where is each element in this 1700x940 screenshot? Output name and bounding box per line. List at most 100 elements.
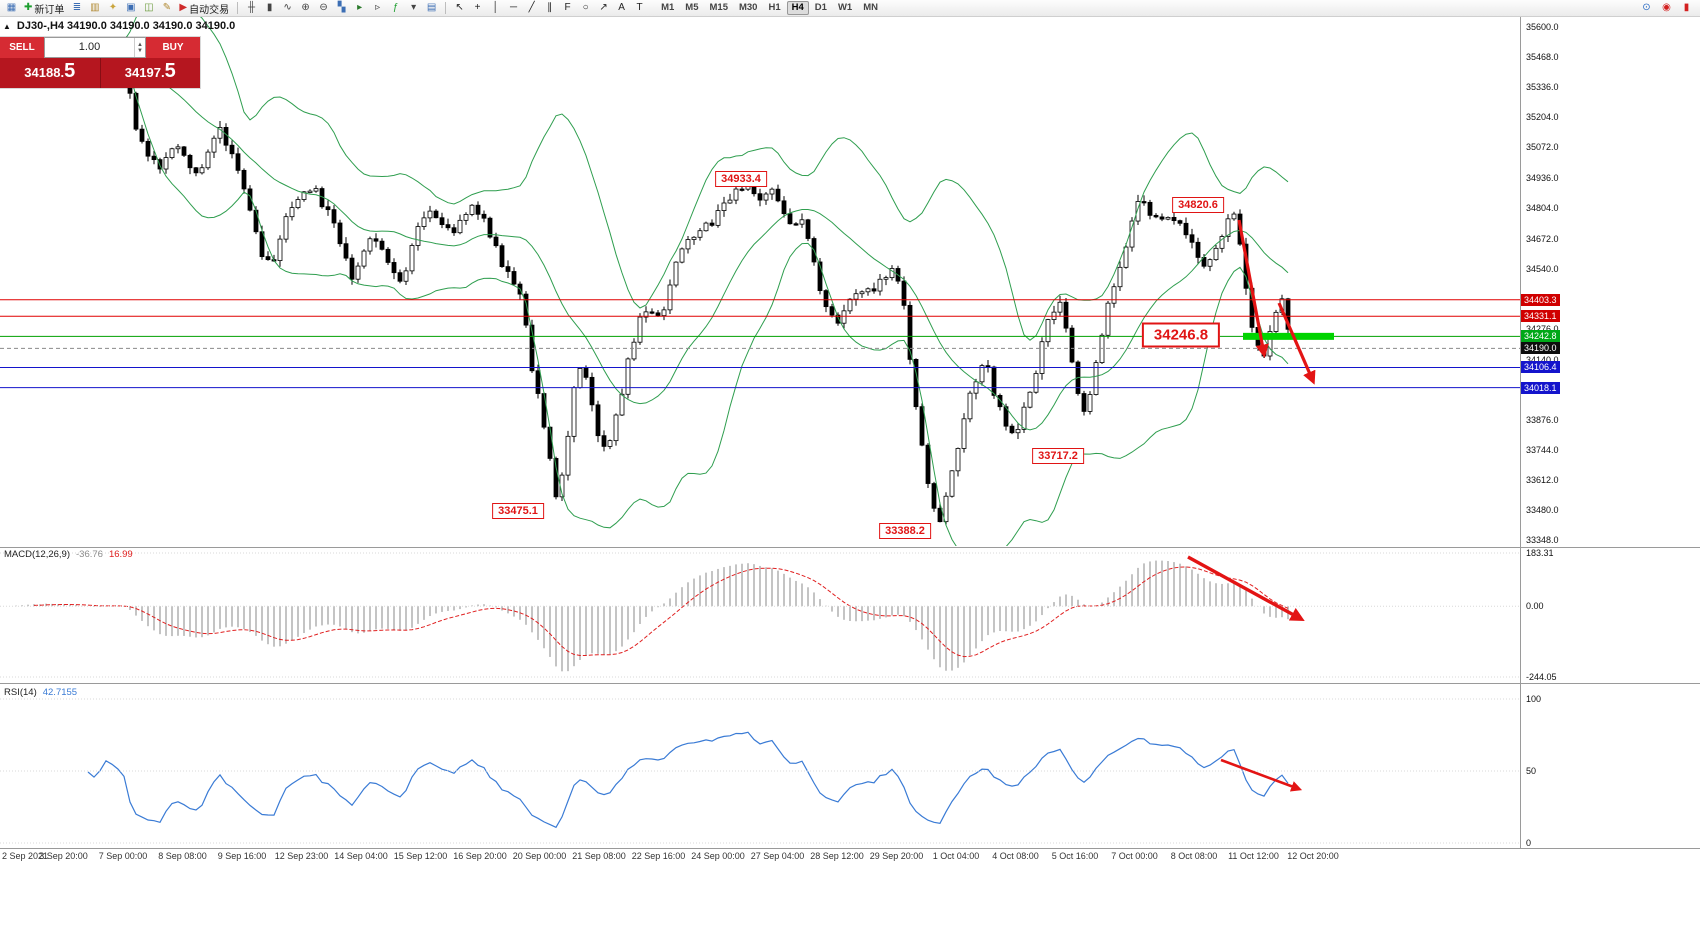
chart-title-row: ▲ DJ30-,H4 34190.0 34190.0 34190.0 34190… (3, 20, 235, 32)
support-highlight-segment (1243, 332, 1334, 340)
auto-scroll-icon: ▸ (357, 2, 363, 13)
time-axis-label: 7 Oct 00:00 (1111, 851, 1158, 861)
main-toolbar: ▦ ✚ 新订单 ≣ ▥ ✦ ▣ ◫ ✎ ▶ 自动交易 ╫ ▮ ∿ ⊕ ⊖ ▚ ▸ ▹ ƒ ▾ ▤ ↖ + │ ─ ╱ ∥ F ○ ↗ A T M… (0, 0, 1700, 17)
tile-windows-icon: ▚ (337, 2, 346, 13)
metaeditor-icon[interactable]: ✎ (158, 1, 175, 16)
search-icon[interactable]: ⊙ (1638, 1, 1655, 16)
shapes-icon: ○ (582, 2, 589, 13)
toolbar-separator (445, 2, 447, 14)
volume-down-icon[interactable]: ▼ (137, 47, 143, 54)
terminal-icon[interactable]: ▣ (122, 1, 139, 16)
buy-price-main: 34197. (124, 65, 165, 80)
zoom-out-icon[interactable]: ⊖ (315, 1, 332, 16)
sell-button[interactable]: SELL (0, 37, 44, 58)
trend-arrow-1 (1237, 219, 1269, 358)
chart-shift-icon: ▹ (375, 2, 381, 13)
text-icon[interactable]: A (613, 1, 630, 16)
time-axis-label: 15 Sep 12:00 (393, 851, 448, 861)
market-watch-icon[interactable]: ≣ (68, 1, 85, 16)
trendline-icon[interactable]: ╱ (523, 1, 540, 16)
time-axis-label: 24 Sep 00:00 (691, 851, 745, 861)
arrow-tool-icon[interactable]: ↗ (595, 1, 612, 16)
data-window-icon[interactable]: ▥ (86, 1, 103, 16)
periods-icon: ▾ (411, 2, 417, 13)
rsi-value: 42.7155 (42, 687, 78, 698)
auto-scroll-icon[interactable]: ▸ (351, 1, 368, 16)
timeframe-m1-button[interactable]: M1 (661, 2, 675, 13)
time-axis-label: 11 Oct 12:00 (1228, 851, 1279, 861)
new-chart-icon[interactable]: ▦ (3, 1, 20, 16)
timeframe-d1-button[interactable]: D1 (814, 2, 827, 13)
volume-value[interactable]: 1.00 (78, 41, 101, 53)
time-axis-label: 28 Sep 12:00 (810, 851, 864, 861)
timeframe-m30-button[interactable]: M30 (738, 2, 758, 13)
line-chart-icon[interactable]: ∿ (279, 1, 296, 16)
time-axis-label: 2 Sep 2021 (2, 851, 49, 861)
news-icon: ▮ (1683, 2, 1690, 13)
autotrading-button-label: 自动交易 (189, 4, 230, 16)
trend-arrow-2 (1277, 302, 1316, 385)
timeframe-w1-button[interactable]: W1 (837, 2, 853, 13)
volume-arrows: ▲ ▼ (134, 38, 145, 57)
time-axis-label: 20 Sep 00:00 (512, 851, 567, 861)
buy-price[interactable]: 34197. 5 (100, 58, 200, 88)
time-axis[interactable]: 2 Sep 2021 3 Sep 20:00 7 Sep 00:00 8 Sep 08… (0, 851, 1700, 865)
volume-up-icon[interactable]: ▲ (137, 41, 143, 48)
timeframe-m5-button[interactable]: M5 (685, 2, 699, 13)
time-axis-label: 14 Sep 04:00 (334, 851, 388, 861)
zoom-in-icon[interactable]: ⊕ (297, 1, 314, 16)
indicators-icon[interactable]: ƒ (387, 1, 404, 16)
timeframe-mn-button[interactable]: MN (863, 2, 878, 13)
shapes-icon[interactable]: ○ (577, 1, 594, 16)
time-axis-label: 3 Sep 20:00 (39, 851, 88, 861)
time-axis-label: 1 Oct 04:00 (932, 851, 980, 861)
symbol-ohlc-title: DJ30-,H4 34190.0 34190.0 34190.0 34190.0 (16, 20, 236, 32)
time-axis-label: 5 Oct 16:00 (1051, 851, 1099, 861)
zoom-out-icon: ⊖ (319, 2, 328, 13)
tile-windows-icon[interactable]: ▚ (333, 1, 350, 16)
alert-icon[interactable]: ◉ (1658, 1, 1675, 16)
time-axis-label: 22 Sep 16:00 (631, 851, 686, 861)
text-label-icon[interactable]: T (631, 1, 648, 16)
autotrading-button: ▶ (179, 2, 188, 13)
trade-panel-price-row: 34188. 5 34197. 5 (0, 58, 200, 88)
navigator-icon[interactable]: ✦ (104, 1, 121, 16)
horizontal-line-icon: ─ (510, 2, 518, 13)
time-axis-label: 8 Sep 08:00 (158, 851, 207, 861)
chart-shift-icon[interactable]: ▹ (369, 1, 386, 16)
macd-main-value: -36.76 (76, 549, 103, 560)
periods-icon[interactable]: ▾ (405, 1, 422, 16)
toolbar-separator (237, 2, 239, 14)
rsi-name: RSI(14) (4, 687, 37, 698)
horizontal-line-icon[interactable]: ─ (505, 1, 522, 16)
time-axis-label: 12 Sep 23:00 (274, 851, 329, 861)
cursor-icon[interactable]: ↖ (451, 1, 468, 16)
volume-stepper[interactable]: 1.00 ▲ ▼ (44, 37, 146, 58)
templates-icon[interactable]: ▤ (423, 1, 440, 16)
strategy-tester-icon[interactable]: ◫ (140, 1, 157, 16)
buy-price-big-digit: 5 (164, 60, 176, 82)
autotrading-button[interactable]: ▶ 自动交易 (176, 1, 232, 16)
time-axis-label: 16 Sep 20:00 (453, 851, 507, 861)
news-icon[interactable]: ▮ (1678, 1, 1695, 16)
arrow-tool-icon: ↗ (599, 2, 608, 13)
one-click-collapse-icon[interactable]: ▲ (3, 21, 11, 31)
timeframe-m15-button[interactable]: M15 (709, 2, 728, 13)
channel-icon[interactable]: ∥ (541, 1, 558, 16)
fibonacci-icon[interactable]: F (559, 1, 576, 16)
candlestick-chart-icon[interactable]: ▮ (261, 1, 278, 16)
time-axis-label: 8 Oct 08:00 (1170, 851, 1218, 861)
sell-price[interactable]: 34188. 5 (0, 58, 101, 88)
buy-button[interactable]: BUY (146, 37, 200, 58)
rsi-arrow (1220, 758, 1303, 792)
crosshair-icon[interactable]: + (469, 1, 486, 16)
new-order-button[interactable]: ✚ 新订单 (21, 1, 67, 16)
indicators-icon: ƒ (392, 2, 399, 13)
time-axis-label: 7 Sep 00:00 (98, 851, 148, 861)
timeframe-h4-button[interactable]: H4 (786, 1, 809, 15)
vertical-line-icon[interactable]: │ (487, 1, 504, 16)
timeframe-h1-button[interactable]: H1 (768, 2, 781, 13)
bar-chart-icon[interactable]: ╫ (243, 1, 260, 16)
text-icon: A (618, 2, 625, 13)
